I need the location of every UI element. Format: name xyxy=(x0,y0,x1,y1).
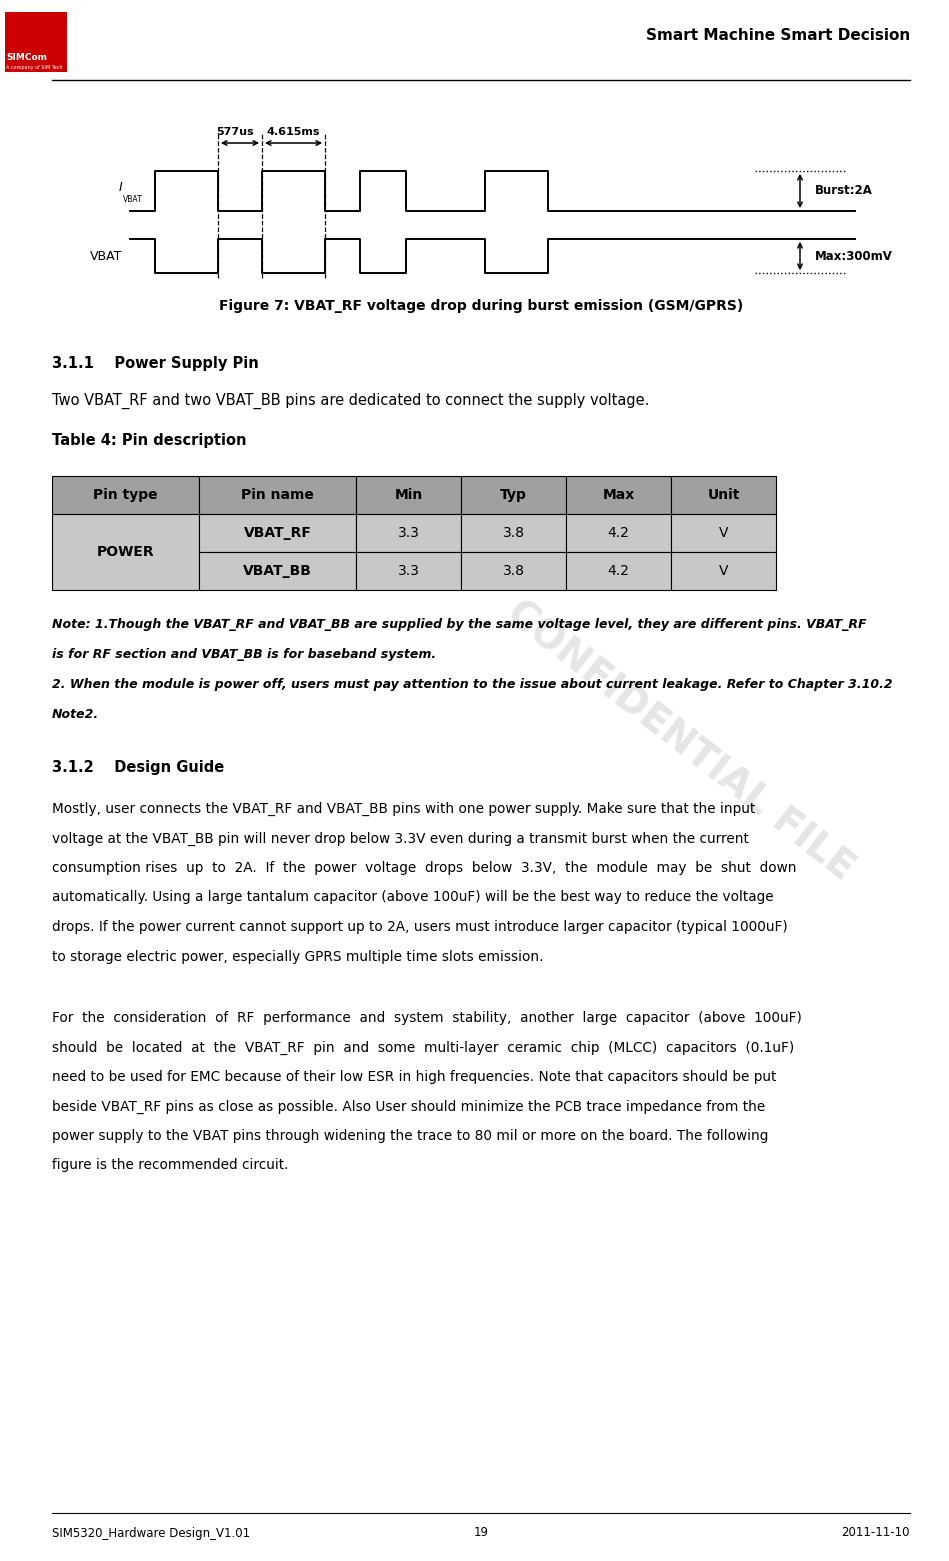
Text: is for RF section and VBAT_BB is for baseband system.: is for RF section and VBAT_BB is for bas… xyxy=(52,648,437,660)
Text: 3.3: 3.3 xyxy=(398,526,419,540)
Text: Figure 7: VBAT_RF voltage drop during burst emission (GSM/GPRS): Figure 7: VBAT_RF voltage drop during bu… xyxy=(219,300,743,314)
Text: should  be  located  at  the  VBAT_RF  pin  and  some  multi-layer  ceramic  chi: should be located at the VBAT_RF pin and… xyxy=(52,1041,794,1055)
Text: 4.615ms: 4.615ms xyxy=(267,126,320,137)
Text: Typ: Typ xyxy=(500,489,527,503)
Bar xyxy=(566,514,671,553)
Bar xyxy=(356,476,461,514)
Text: 4.2: 4.2 xyxy=(607,526,629,540)
Text: V: V xyxy=(718,526,728,540)
Text: automatically. Using a large tantalum capacitor (above 100uF) will be the best w: automatically. Using a large tantalum ca… xyxy=(52,890,773,904)
Bar xyxy=(671,514,776,553)
Bar xyxy=(199,514,356,553)
Text: A company of SIM Tech: A company of SIM Tech xyxy=(6,64,63,70)
Text: VBAT_RF: VBAT_RF xyxy=(244,526,311,540)
Text: 3.1.1    Power Supply Pin: 3.1.1 Power Supply Pin xyxy=(52,356,259,372)
Bar xyxy=(671,553,776,590)
Text: need to be used for EMC because of their low ESR in high frequencies. Note that : need to be used for EMC because of their… xyxy=(52,1069,776,1083)
Bar xyxy=(461,514,566,553)
Bar xyxy=(199,553,356,590)
Text: drops. If the power current cannot support up to 2A, users must introduce larger: drops. If the power current cannot suppo… xyxy=(52,919,788,933)
Text: voltage at the VBAT_BB pin will never drop below 3.3V even during a transmit bur: voltage at the VBAT_BB pin will never dr… xyxy=(52,832,749,846)
Bar xyxy=(566,476,671,514)
Text: Pin type: Pin type xyxy=(93,489,158,503)
Bar xyxy=(671,476,776,514)
Text: Mostly, user connects the VBAT_RF and VBAT_BB pins with one power supply. Make s: Mostly, user connects the VBAT_RF and VB… xyxy=(52,802,755,816)
Text: SIMCom: SIMCom xyxy=(6,53,47,61)
Text: power supply to the VBAT pins through widening the trace to 80 mil or more on th: power supply to the VBAT pins through wi… xyxy=(52,1129,769,1143)
Text: Note2.: Note2. xyxy=(52,709,99,721)
Text: figure is the recommended circuit.: figure is the recommended circuit. xyxy=(52,1158,288,1172)
Text: Min: Min xyxy=(395,489,422,503)
Bar xyxy=(52,514,199,590)
Bar xyxy=(356,514,461,553)
Text: 3.8: 3.8 xyxy=(503,564,525,578)
Text: 19: 19 xyxy=(474,1527,489,1539)
Text: 4.2: 4.2 xyxy=(607,564,629,578)
Bar xyxy=(52,476,199,514)
Bar xyxy=(566,553,671,590)
Text: 2011-11-10: 2011-11-10 xyxy=(842,1527,910,1539)
Text: 3.8: 3.8 xyxy=(503,526,525,540)
Text: VBAT: VBAT xyxy=(123,195,142,203)
Text: VBAT_BB: VBAT_BB xyxy=(243,564,312,578)
Bar xyxy=(461,553,566,590)
Text: Smart Machine Smart Decision: Smart Machine Smart Decision xyxy=(645,28,910,42)
Text: POWER: POWER xyxy=(97,545,155,559)
Text: Table 4: Pin description: Table 4: Pin description xyxy=(52,432,247,448)
Text: Burst:2A: Burst:2A xyxy=(815,184,873,198)
Text: CONFIDENTIAL FILE: CONFIDENTIAL FILE xyxy=(499,595,861,888)
Bar xyxy=(356,553,461,590)
Text: 577us: 577us xyxy=(216,126,253,137)
Text: Note: 1.Though the VBAT_RF and VBAT_BB are supplied by the same voltage level, t: Note: 1.Though the VBAT_RF and VBAT_BB a… xyxy=(52,618,866,631)
Text: Unit: Unit xyxy=(707,489,739,503)
Text: Max:300mV: Max:300mV xyxy=(815,250,893,262)
Text: For  the  consideration  of  RF  performance  and  system  stability,  another  : For the consideration of RF performance … xyxy=(52,1012,802,1026)
Text: I: I xyxy=(119,181,122,194)
Text: Max: Max xyxy=(603,489,635,503)
Bar xyxy=(199,476,356,514)
Text: VBAT: VBAT xyxy=(89,250,122,262)
Text: 2. When the module is power off, users must pay attention to the issue about cur: 2. When the module is power off, users m… xyxy=(52,677,893,692)
Bar xyxy=(461,476,566,514)
Bar xyxy=(5,12,67,72)
Text: 3.1.2    Design Guide: 3.1.2 Design Guide xyxy=(52,760,224,774)
Text: beside VBAT_RF pins as close as possible. Also User should minimize the PCB trac: beside VBAT_RF pins as close as possible… xyxy=(52,1099,765,1113)
Text: Pin name: Pin name xyxy=(241,489,314,503)
Text: to storage electric power, especially GPRS multiple time slots emission.: to storage electric power, especially GP… xyxy=(52,949,544,963)
Text: SIM5320_Hardware Design_V1.01: SIM5320_Hardware Design_V1.01 xyxy=(52,1527,251,1539)
Text: consumption rises  up  to  2A.  If  the  power  voltage  drops  below  3.3V,  th: consumption rises up to 2A. If the power… xyxy=(52,862,796,876)
Text: 3.3: 3.3 xyxy=(398,564,419,578)
Text: Two VBAT_RF and two VBAT_BB pins are dedicated to connect the supply voltage.: Two VBAT_RF and two VBAT_BB pins are ded… xyxy=(52,393,649,409)
Text: V: V xyxy=(718,564,728,578)
